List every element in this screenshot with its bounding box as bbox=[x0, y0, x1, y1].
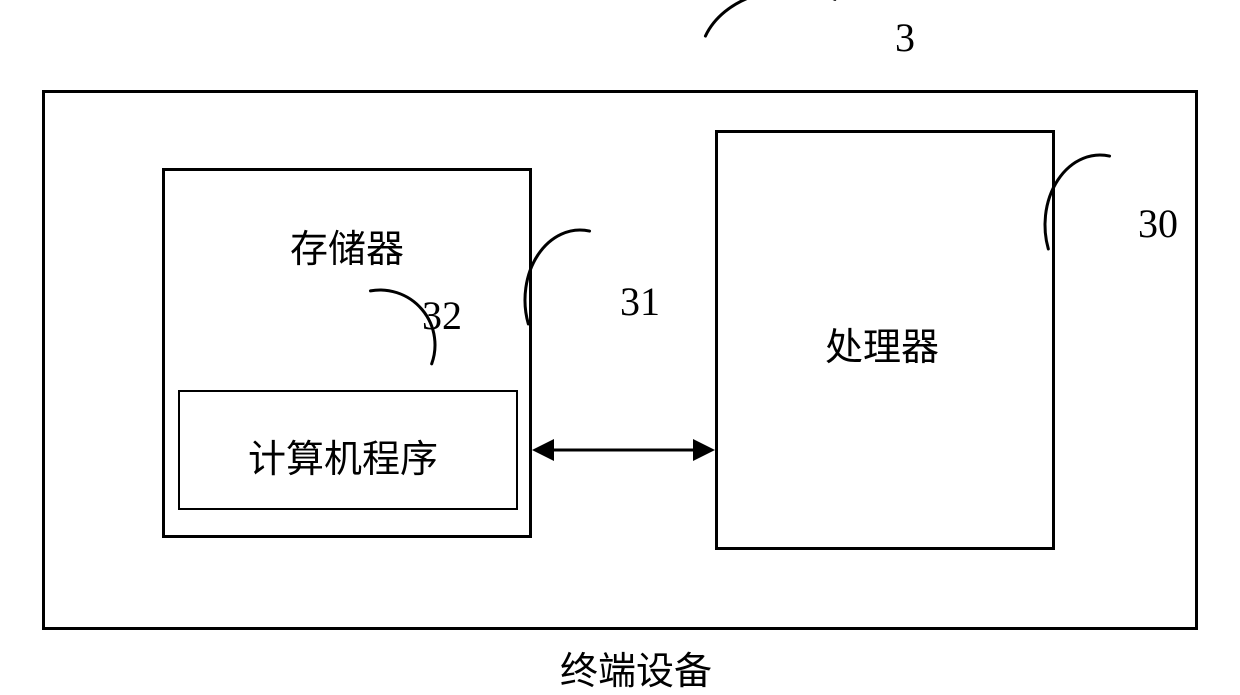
program-label: 计算机程序 bbox=[248, 428, 438, 483]
processor-label: 处理器 bbox=[825, 316, 939, 371]
memory-refnum: 31 bbox=[620, 278, 660, 325]
terminal-device-diagram: 终端设备 3 存储器 31 计算机程序 32 处理器 30 bbox=[0, 0, 1240, 695]
program-refnum: 32 bbox=[422, 292, 462, 339]
memory-label: 存储器 bbox=[290, 218, 404, 273]
processor-refnum: 30 bbox=[1138, 200, 1178, 247]
terminal-device-label: 终端设备 bbox=[560, 640, 712, 695]
terminal-device-refnum: 3 bbox=[895, 14, 915, 61]
